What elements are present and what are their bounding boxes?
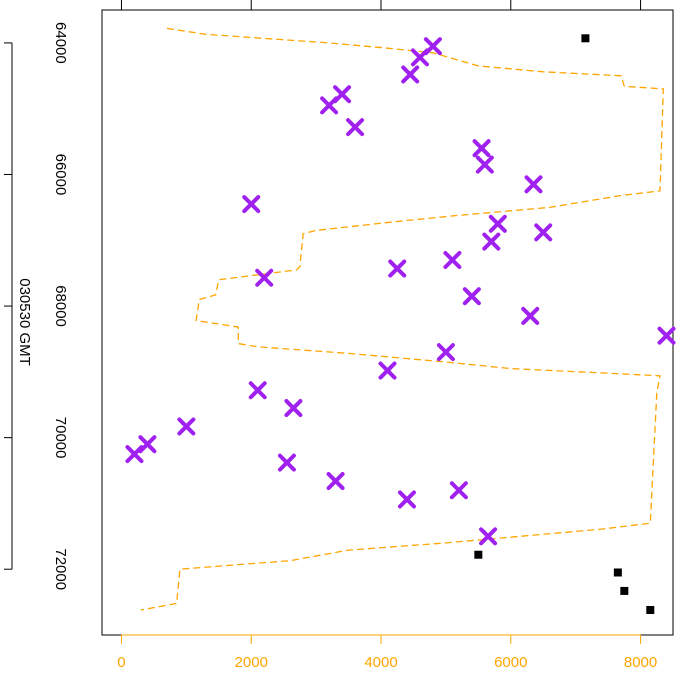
cross-point: [255, 268, 274, 287]
cross-stroke: [521, 306, 540, 325]
cross-stroke: [657, 326, 676, 345]
cross-stroke: [138, 435, 157, 454]
cross-point: [479, 527, 498, 546]
cross-stroke: [346, 118, 365, 137]
x-tick-label: 8000: [624, 654, 657, 671]
x-tick-label: 6000: [494, 654, 527, 671]
cross-stroke: [397, 490, 416, 509]
cross-stroke: [479, 527, 498, 546]
cross-stroke: [248, 381, 267, 400]
cross-point: [277, 453, 296, 472]
cross-stroke: [177, 417, 196, 436]
cross-point: [657, 326, 676, 345]
cross-stroke: [284, 399, 303, 418]
y-tick-label: 64000: [52, 22, 69, 64]
cross-point: [326, 472, 345, 491]
cross-point: [436, 343, 455, 362]
square-point: [613, 568, 622, 577]
cross-stroke: [388, 259, 407, 278]
cross-point: [488, 214, 507, 233]
cross-point: [521, 306, 540, 325]
cross-point: [388, 259, 407, 278]
cross-point: [242, 195, 261, 214]
cross-stroke: [255, 268, 274, 287]
cross-point: [449, 481, 468, 500]
cross-point: [482, 232, 501, 251]
x-axis: 0 2000 4000 6000 8000: [117, 0, 657, 671]
cross-point: [472, 139, 491, 158]
cross-point: [397, 490, 416, 509]
cross-point: [320, 96, 339, 115]
cross-point: [284, 399, 303, 418]
series-layer: [125, 27, 676, 614]
cross-point: [378, 361, 397, 380]
cross-stroke: [472, 139, 491, 158]
cross-stroke: [326, 472, 345, 491]
y-axis: 64000 66000 68000 70000 72000: [4, 22, 69, 590]
cross-stroke: [125, 445, 144, 464]
cross-point: [177, 417, 196, 436]
cross-stroke: [488, 214, 507, 233]
cross-stroke: [277, 453, 296, 472]
cross-stroke: [482, 232, 501, 251]
y-tick-label: 66000: [52, 154, 69, 196]
square-point: [474, 550, 483, 559]
cross-stroke: [462, 287, 481, 306]
cross-stroke: [401, 65, 420, 84]
cross-stroke: [320, 96, 339, 115]
cross-point: [534, 223, 553, 242]
cross-point: [248, 381, 267, 400]
cross-point: [138, 435, 157, 454]
cross-point: [401, 65, 420, 84]
x-tick-label: 4000: [364, 654, 397, 671]
square-point: [581, 34, 590, 43]
cross-point: [410, 48, 429, 67]
cross-stroke: [524, 175, 543, 194]
cross-point: [524, 175, 543, 194]
cross-point: [462, 287, 481, 306]
square-point: [646, 606, 655, 614]
y-tick-label: 70000: [52, 417, 69, 459]
x-tick-label: 0: [117, 654, 125, 671]
cross-stroke: [443, 251, 462, 269]
y-tick-label: 68000: [52, 285, 69, 327]
dashed-line-series: [140, 27, 664, 611]
cross-stroke: [410, 48, 429, 67]
cross-point: [475, 155, 494, 174]
y-axis-title: 030530 GMT: [16, 278, 33, 366]
cross-stroke: [436, 343, 455, 362]
cross-stroke: [534, 223, 553, 242]
cross-point: [443, 251, 462, 269]
cross-stroke: [475, 155, 494, 174]
cross-point: [125, 445, 144, 464]
cross-stroke: [449, 481, 468, 500]
cross-stroke: [378, 361, 397, 380]
cross-point: [346, 118, 365, 137]
x-tick-label: 2000: [235, 654, 268, 671]
y-tick-label: 72000: [52, 548, 69, 590]
square-point: [620, 586, 629, 595]
cross-stroke: [242, 195, 261, 214]
